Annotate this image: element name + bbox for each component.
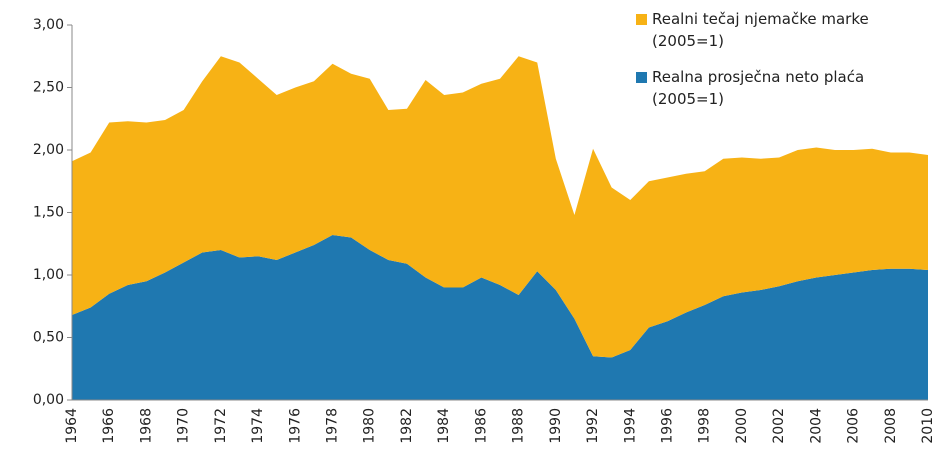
legend-label: Realni tečaj njemačke marke (2005=1) <box>652 10 869 50</box>
area <box>72 235 928 400</box>
x-tick-label: 1988 <box>511 408 527 444</box>
x-tick-label: 1992 <box>585 408 601 444</box>
legend-item: Realni tečaj njemačke marke (2005=1) <box>636 8 921 52</box>
x-tick-label: 1978 <box>325 408 341 444</box>
x-tick-label: 1990 <box>548 408 564 444</box>
x-tick-label: 1970 <box>176 408 192 444</box>
x-tick-label: 2010 <box>920 408 936 444</box>
x-tick-label: 1968 <box>138 408 154 444</box>
x-tick-label: 2008 <box>883 408 899 444</box>
x-tick-label: 1976 <box>287 408 303 444</box>
x-tick-label: 2000 <box>734 408 750 444</box>
x-tick-label: 1966 <box>101 408 117 444</box>
x-tick-label: 1964 <box>64 408 80 444</box>
x-tick-label: 1986 <box>473 408 489 444</box>
y-tick-label: 2,00 <box>33 142 64 158</box>
y-tick-label: 1,50 <box>33 205 64 221</box>
y-tick-label: 1,00 <box>33 267 64 283</box>
y-tick-label: 2,50 <box>33 80 64 96</box>
y-tick-label: 0,00 <box>33 392 64 408</box>
legend-swatch <box>636 14 647 25</box>
x-tick-label: 1998 <box>697 408 713 444</box>
x-tick-label: 1980 <box>362 408 378 444</box>
legend-item: Realna prosječna neto plaća (2005=1) <box>636 66 921 110</box>
x-tick-label: 1994 <box>622 408 638 444</box>
x-tick-label: 2002 <box>771 408 787 444</box>
x-tick-label: 1974 <box>250 408 266 444</box>
area <box>72 56 928 358</box>
x-tick-label: 1984 <box>436 408 452 444</box>
x-tick-label: 1972 <box>213 408 229 444</box>
x-tick-label: 1996 <box>659 408 675 444</box>
x-tick-label: 2006 <box>846 408 862 444</box>
y-tick-label: 3,00 <box>33 17 64 33</box>
x-tick-label: 2004 <box>808 408 824 444</box>
y-tick-label: 0,50 <box>33 330 64 346</box>
x-tick-label: 1982 <box>399 408 415 444</box>
legend-swatch <box>636 72 647 83</box>
legend-label: Realna prosječna neto plaća (2005=1) <box>652 68 865 108</box>
